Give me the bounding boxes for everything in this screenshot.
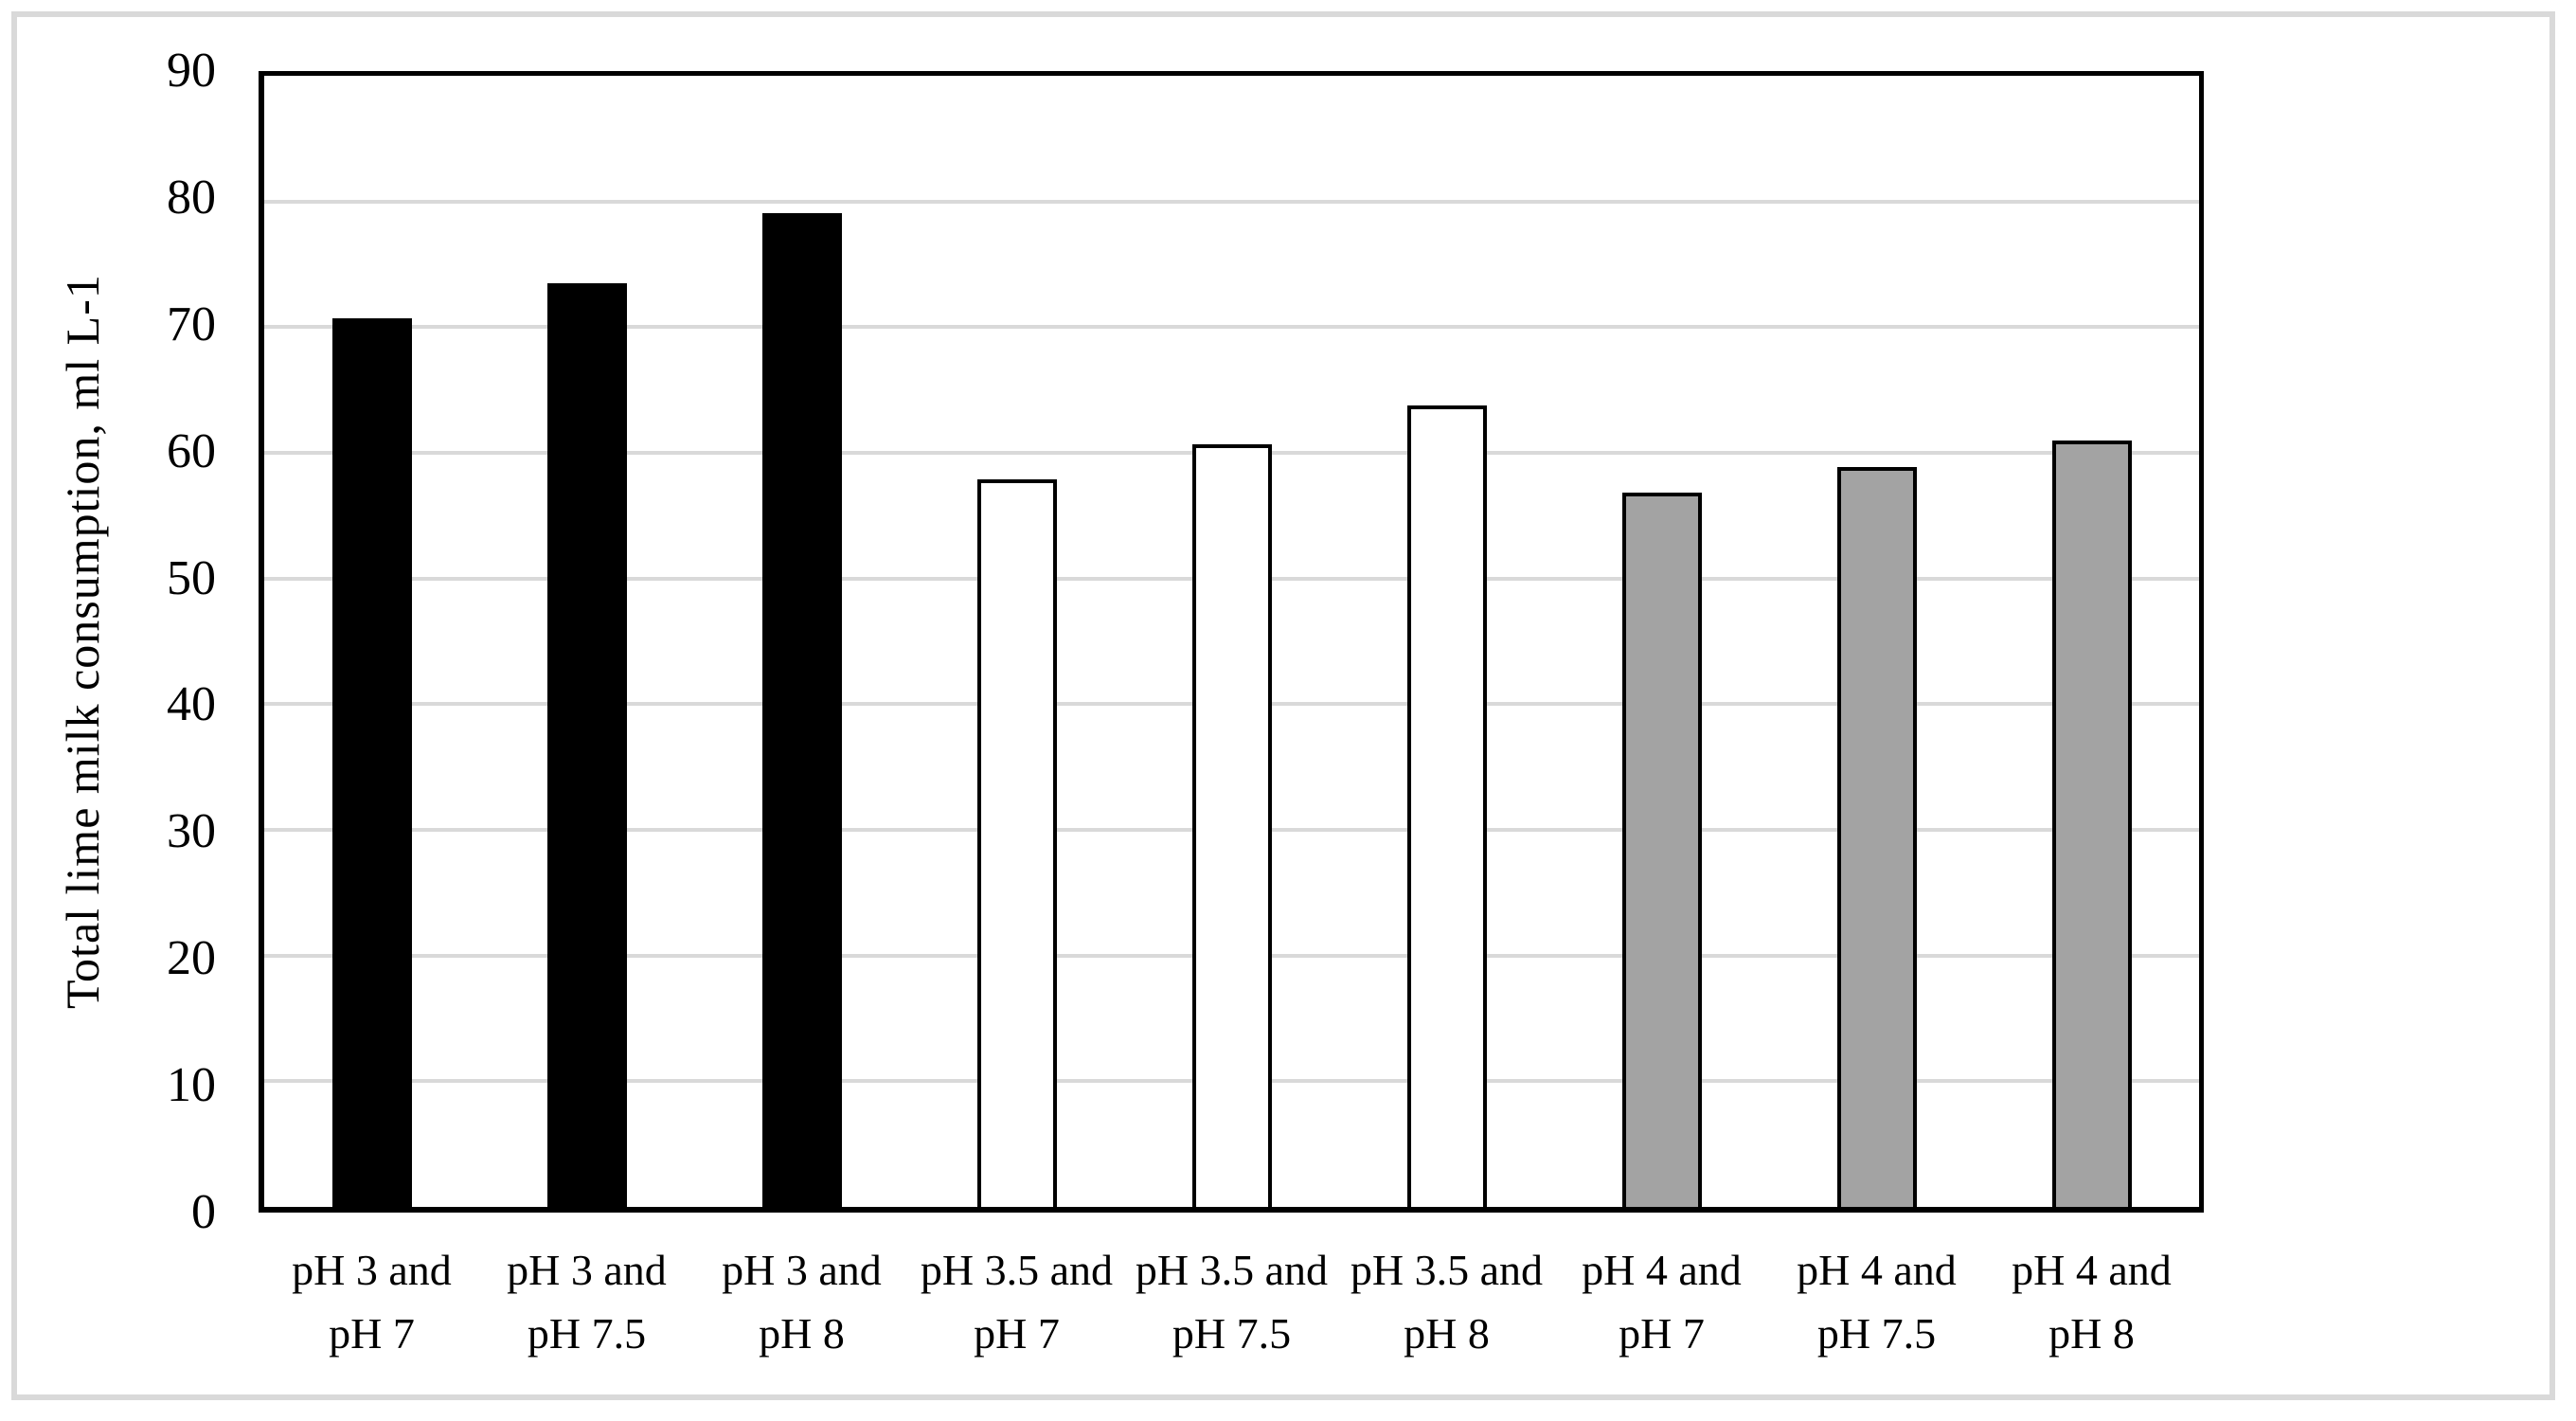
bar-slot [1554,76,1769,1207]
bar [1621,493,1702,1207]
y-tick-label: 50 [167,550,216,605]
x-tick-label: pH 3 and pH 7 [292,1246,452,1358]
x-tick-label: pH 3 and pH 7.5 [507,1246,667,1358]
y-tick-label: 60 [167,423,216,478]
y-tick-label: 10 [167,1058,216,1113]
bar-slot [1769,76,1984,1207]
bar-slot [909,76,1124,1207]
bar-series [264,76,2199,1207]
y-tick-label: 70 [167,297,216,351]
x-tick-label: pH 4 and pH 7 [1582,1246,1742,1358]
bar [546,282,627,1207]
bar-slot [1339,76,1554,1207]
bar [2051,440,2132,1207]
y-tick-label: 40 [167,677,216,732]
y-tick-label: 0 [191,1185,216,1239]
bar-slot [479,76,694,1207]
y-tick-label: 80 [167,170,216,225]
bar-slot [1984,76,2199,1207]
bar-slot [1124,76,1339,1207]
x-tick-label: pH 3.5 and pH 7.5 [1135,1246,1329,1358]
x-tick-label: pH 3.5 and pH 7 [920,1246,1114,1358]
bar [1191,443,1272,1207]
bar [761,212,842,1207]
y-tick-label: 90 [167,44,216,98]
x-tick-label: pH 3 and pH 8 [722,1246,882,1358]
x-tick-label: pH 3.5 and pH 8 [1350,1246,1544,1358]
x-tick-label: pH 4 and pH 7.5 [1797,1246,1957,1358]
y-axis-tick-labels: 0 10 20 30 40 50 60 70 80 90 [0,46,216,1237]
gridline [264,199,2199,204]
x-axis-tick-labels: pH 3 and pH 7 pH 3 and pH 7.5 pH 3 and pH 8 pH… [264,1239,2199,1365]
bar-slot [264,76,479,1207]
bar-slot [694,76,909,1207]
bar [1836,466,1917,1207]
gridline [264,325,2199,330]
plot-area [259,71,2204,1213]
y-tick-label: 30 [167,804,216,859]
x-tick-label: pH 4 and pH 8 [2012,1246,2172,1358]
bar [1406,405,1487,1207]
bar [331,318,412,1207]
bar [976,478,1057,1207]
y-tick-label: 20 [167,931,216,986]
